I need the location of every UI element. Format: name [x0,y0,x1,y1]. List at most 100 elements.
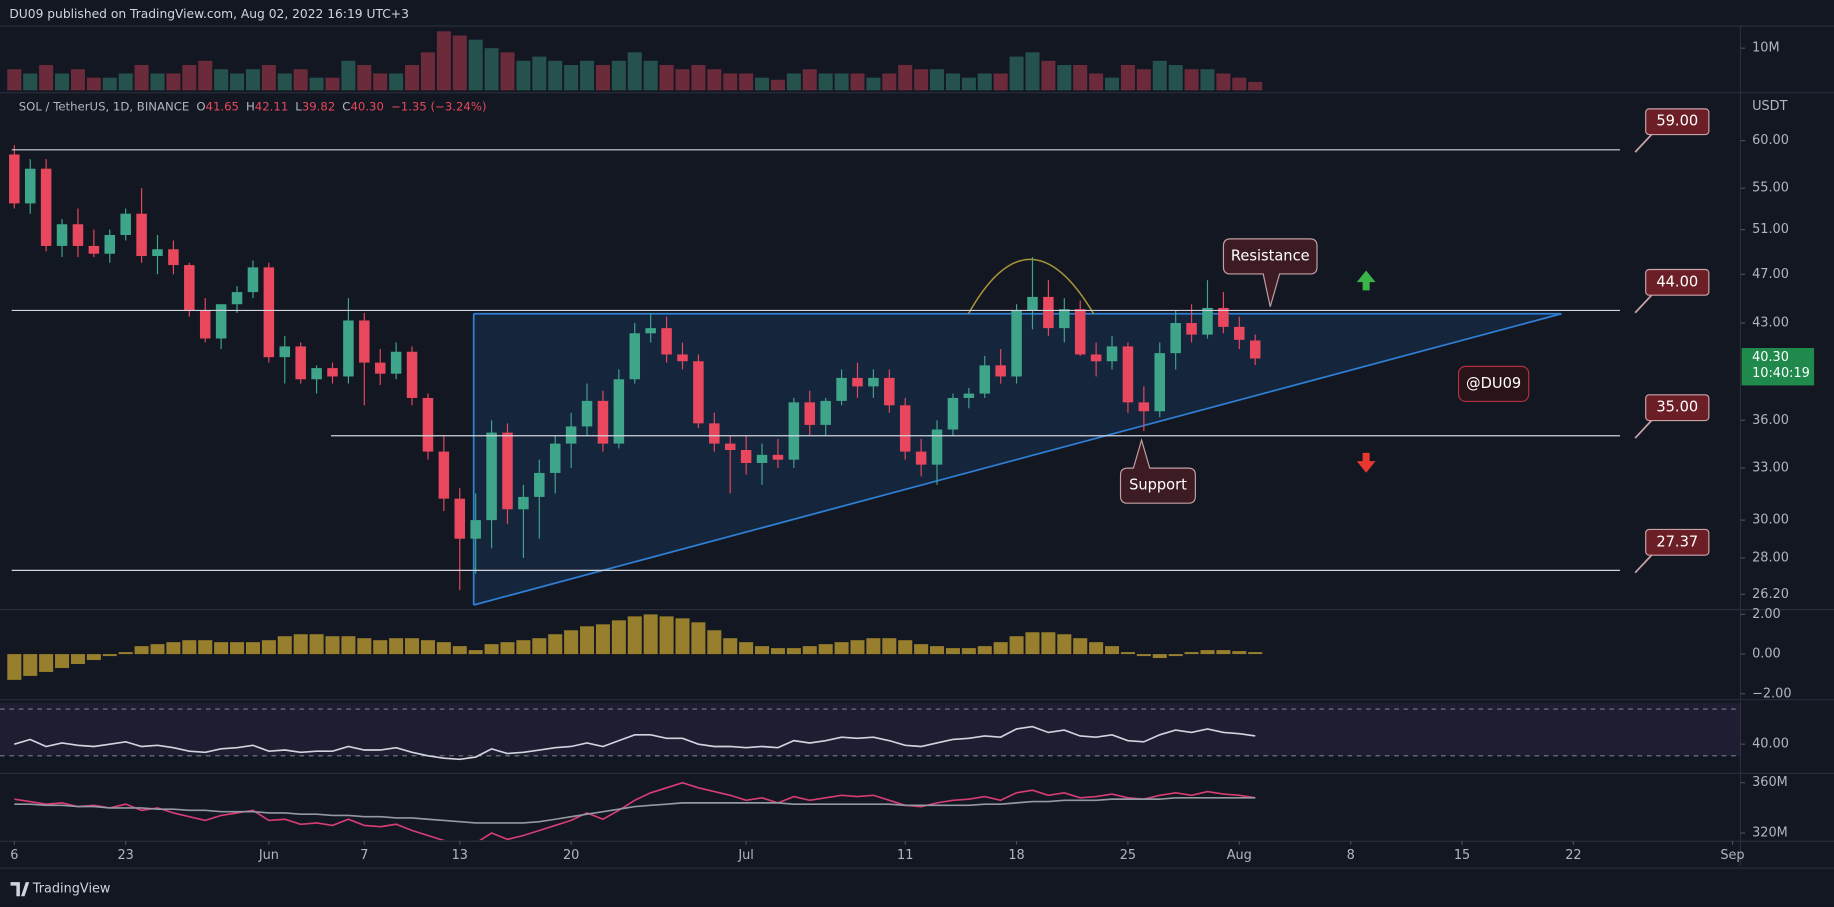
volume-bar [818,73,833,91]
volume-bar [325,77,340,91]
volume-bar [452,35,467,91]
macd-bar [70,654,85,665]
candle-body [502,432,513,510]
macd-bar [532,638,547,655]
candle-body [422,397,434,452]
volume-bar [532,56,547,91]
volume-bar [993,73,1008,91]
candle-body [565,426,577,444]
macd-bar [86,654,101,661]
macd-bar [102,654,117,657]
volume-bar [484,48,499,91]
volume-bar [707,69,722,91]
watermark-text: @DU09 [1466,375,1521,392]
candle-body [311,368,322,380]
volume-bar [755,77,770,91]
volume-bar [1168,65,1183,91]
candle-body [756,454,768,463]
macd-bar [500,642,515,655]
candle-body [804,402,816,425]
volume-bar [1200,69,1215,91]
price-tag-label: 40.30 [1752,350,1789,365]
candle-body [836,377,847,401]
candle-body [1218,307,1229,327]
level-box [1645,394,1710,422]
legend-item: H [246,99,255,113]
macd-bar [1120,652,1135,655]
volume-bar [850,73,865,91]
candle-body [24,168,36,204]
y-tick-label: 36.00 [1752,413,1789,428]
candle-body [168,249,179,266]
macd-bar [405,638,420,655]
level-pointer [1634,134,1653,153]
y-tick-label: 360M [1752,775,1788,790]
candle-body [947,397,959,430]
volume-bar [643,60,658,91]
macd-bar [739,642,754,655]
candle-body [263,267,275,358]
volume-bar [1184,69,1199,91]
volume-bar [102,77,117,91]
candle-body [359,320,370,363]
macd-bar [866,638,881,655]
volume-bar [770,79,785,91]
y-tick-label: −2.00 [1752,686,1791,701]
price-tag [1741,347,1815,386]
macd-bar [7,654,22,680]
rsi-line [14,725,1256,761]
volume-bar [675,69,690,91]
macd-bar [39,654,54,672]
macd-bar [993,642,1008,655]
candle-body [979,365,991,394]
y-tick-label: 33.00 [1752,460,1789,475]
x-tick-label: 15 [1454,848,1470,863]
legend-text: SOL / TetherUS, 1D, BINANCE O41.65 H42.11 L… [19,99,487,113]
macd-bar [1009,636,1024,655]
volume-bar [166,73,181,91]
macd-bar [516,640,531,655]
macd-bar [1184,652,1199,655]
volume-bar [786,73,801,91]
x-tick-label: Sep [1720,848,1744,863]
volume-bar [182,65,197,91]
volume-bar [134,65,149,91]
down-arrow [1356,452,1376,473]
volume-bar [882,73,897,91]
macd-panel [7,614,1263,680]
macd-bar [1041,632,1056,655]
volume-bar [1105,77,1120,91]
level-label: 27.37 [1656,533,1698,550]
volume-bar [436,31,451,91]
volume-bar [723,73,738,91]
x-tick-label: 7 [360,848,368,863]
axes: 60.0055.0051.0047.0043.0036.0033.0030.00… [10,41,1791,863]
macd-bar [707,630,722,655]
legend-item: 41.65 [206,99,239,113]
macd-bar [930,646,945,655]
macd-bar [468,650,483,655]
candle-body [295,346,306,380]
y-tick-label: 51.00 [1752,222,1789,237]
candle-body [390,351,402,374]
level-box [1645,528,1710,556]
volume-bar [1009,56,1024,91]
candle-body [327,368,338,377]
resistance-callout: Resistance [1222,238,1318,307]
macd-bar [389,638,404,655]
legend: SOL / TetherUS, 1D, BINANCE O41.65 H42.11 L… [19,99,487,113]
macd-bar [198,640,213,655]
candle-body [199,310,211,339]
up-arrow [1356,270,1376,291]
volume-bar [198,60,213,91]
macd-bar [1136,654,1151,657]
candle-body [899,405,911,452]
macd-bar [643,614,658,655]
macd-bar [452,646,467,655]
volume-bar [150,73,165,91]
candle-body [231,292,243,305]
macd-bar [1089,642,1104,655]
macd-bar [770,648,785,655]
macd-bar [755,646,770,655]
volume-bar [1041,60,1056,91]
